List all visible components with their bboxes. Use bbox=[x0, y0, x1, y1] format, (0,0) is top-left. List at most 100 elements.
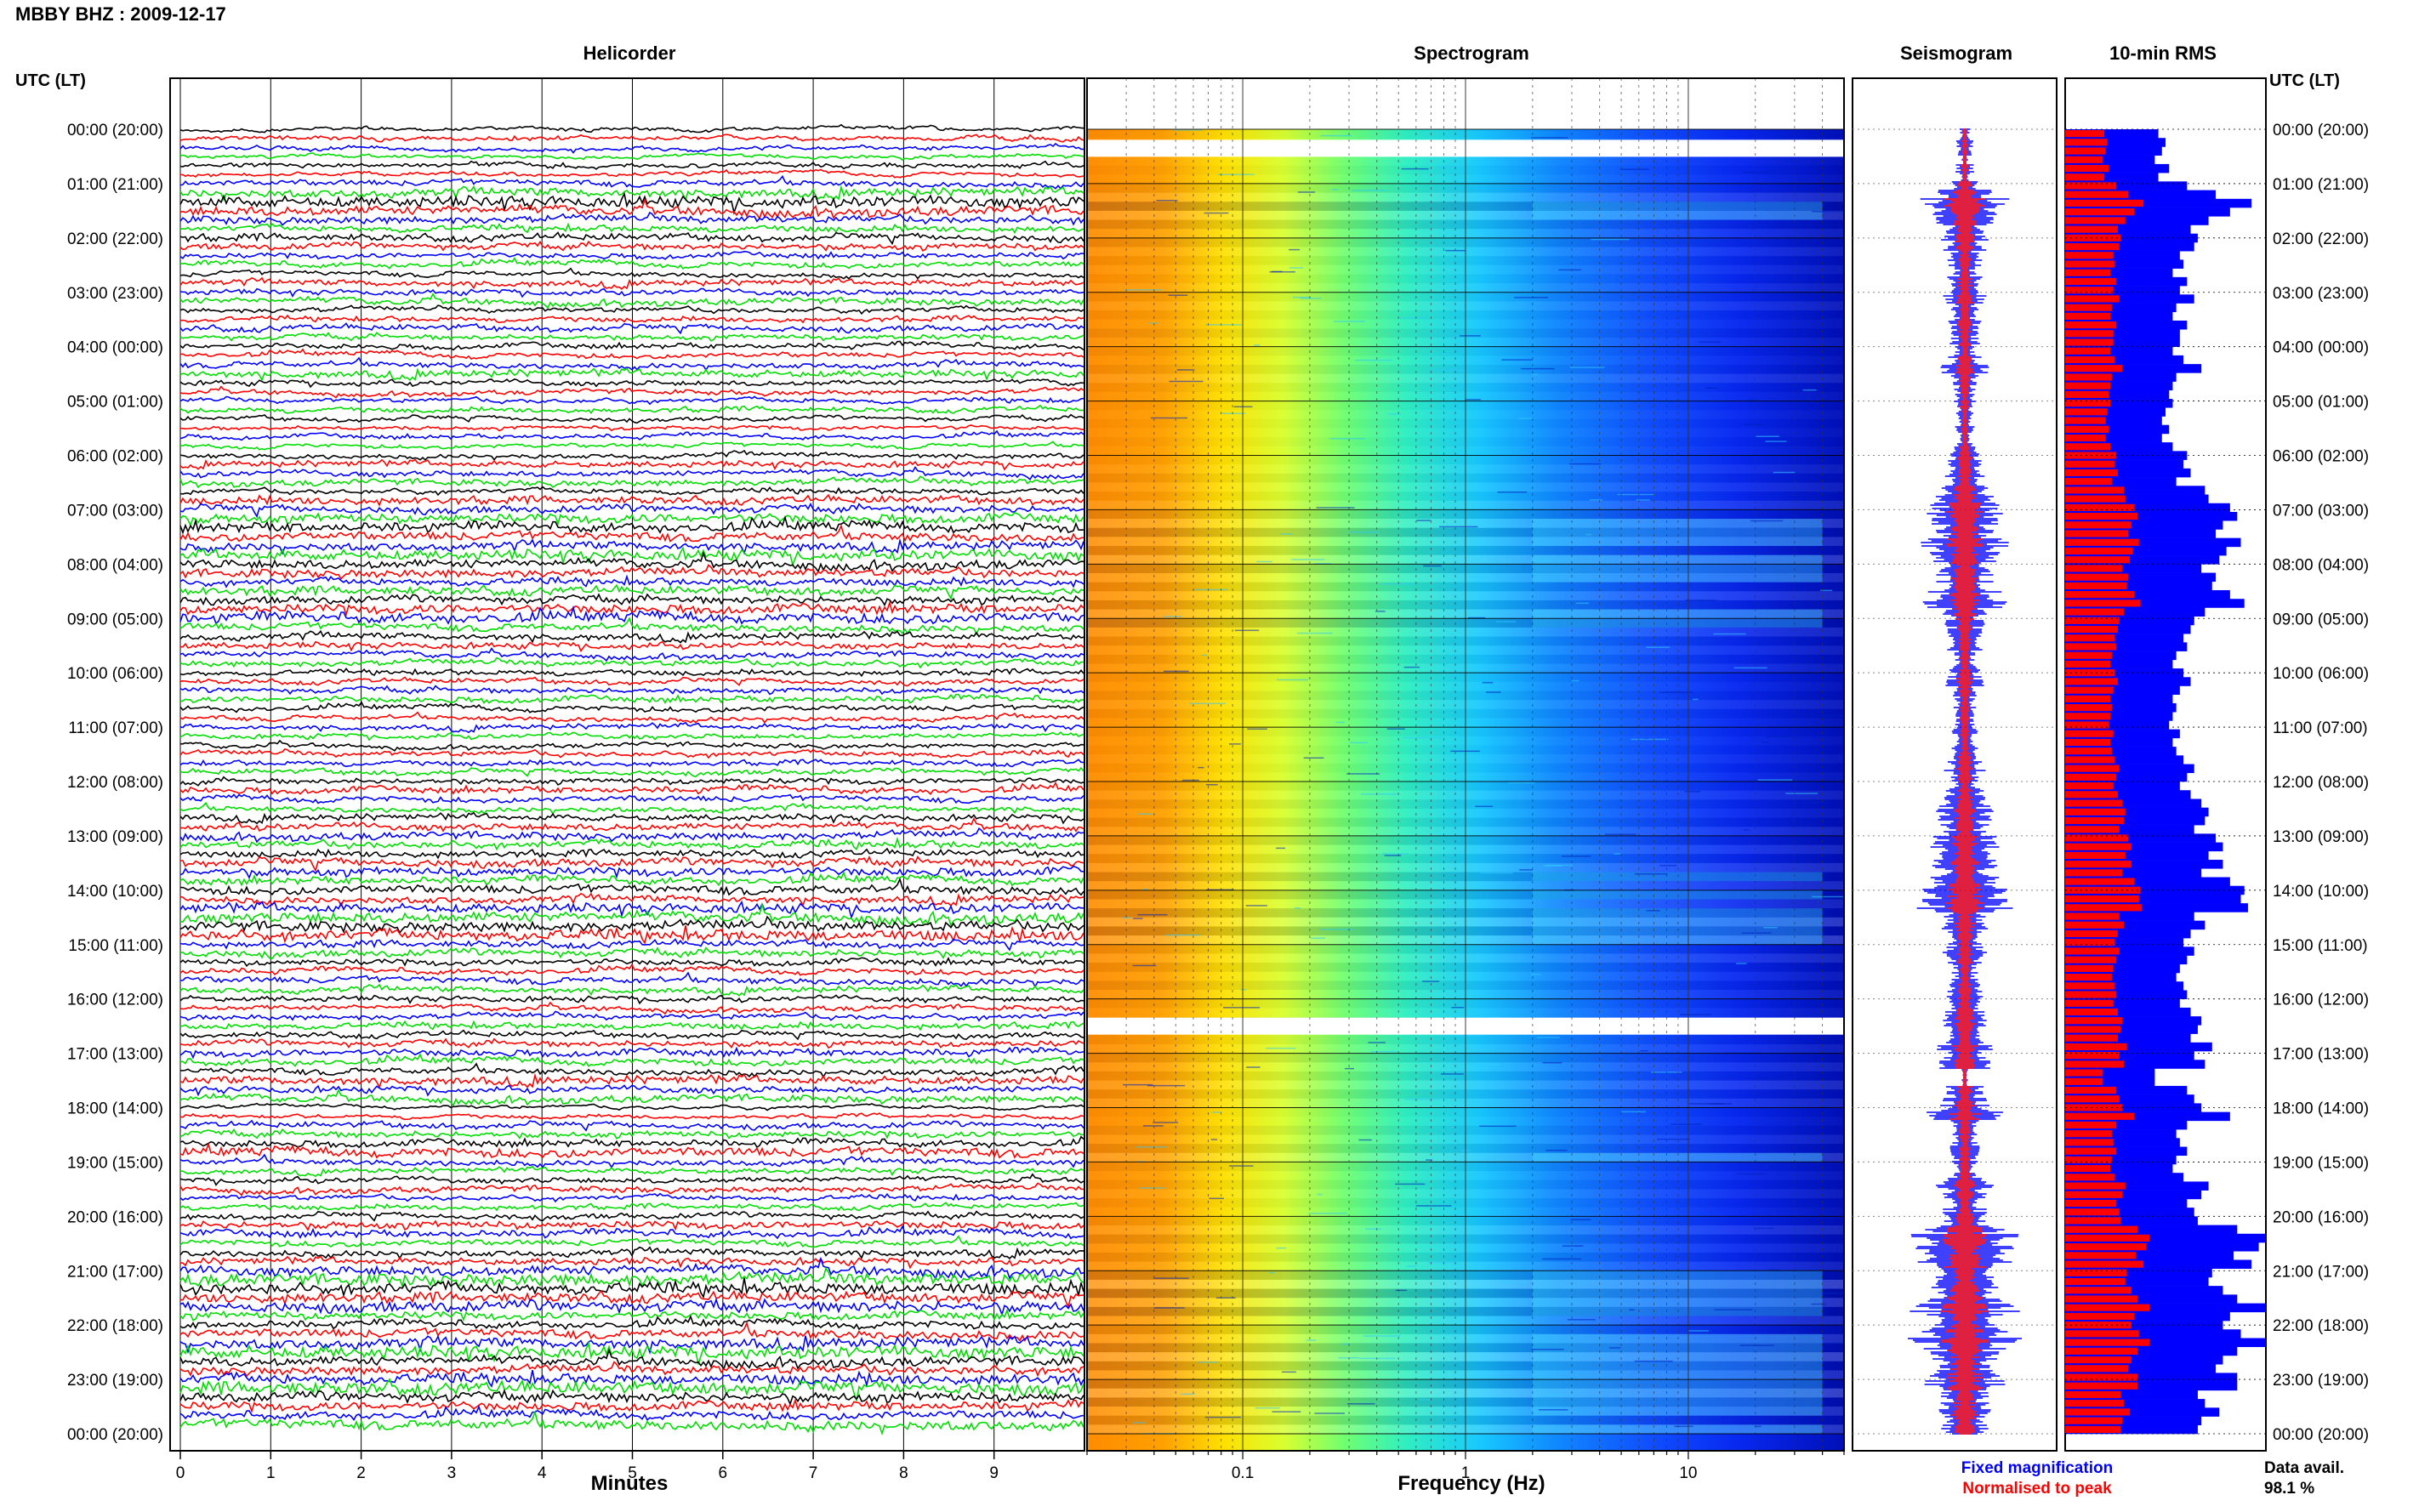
rms-bar-fixed bbox=[2065, 1016, 2202, 1026]
rms-bar-fixed bbox=[2065, 1068, 2155, 1078]
rms-bar-fixed bbox=[2065, 624, 2191, 634]
rms-bar-normalised bbox=[2065, 608, 2125, 616]
rms-bar-fixed bbox=[2065, 1364, 2216, 1373]
rms-bar-normalised bbox=[2065, 1104, 2123, 1111]
rms-bar-normalised bbox=[2065, 703, 2112, 712]
rms-bar-fixed bbox=[2065, 303, 2177, 313]
rms-bar-normalised bbox=[2065, 495, 2126, 503]
rms-bar-fixed bbox=[2065, 860, 2223, 869]
rms-bar-normalised bbox=[2065, 1373, 2137, 1381]
helicorder-trace bbox=[179, 1072, 1084, 1089]
helicorder-trace bbox=[179, 1289, 1084, 1310]
rms-bar-fixed bbox=[2065, 416, 2162, 426]
rms-bar-fixed bbox=[2065, 546, 2227, 556]
helicorder-trace bbox=[179, 240, 1084, 252]
rms-bar-normalised bbox=[2065, 1217, 2121, 1225]
rms-bar-normalised bbox=[2065, 738, 2111, 747]
rms-bar-normalised bbox=[2065, 277, 2117, 286]
time-label-left: 10:00 (06:00) bbox=[67, 665, 163, 683]
time-label-left: 02:00 (22:00) bbox=[67, 230, 163, 248]
rms-bar-normalised bbox=[2065, 625, 2118, 634]
rms-bar-fixed bbox=[2065, 998, 2180, 1009]
helicorder-trace bbox=[179, 1378, 1084, 1401]
rms-bar-fixed bbox=[2065, 225, 2191, 235]
helicorder-trace bbox=[179, 1202, 1084, 1212]
helicorder-trace bbox=[179, 441, 1084, 451]
rms-bar-fixed bbox=[2065, 920, 2206, 930]
rms-bar-normalised bbox=[2065, 182, 2117, 190]
helicorder-trace bbox=[179, 781, 1084, 796]
helicorder-trace bbox=[179, 1340, 1084, 1365]
rms-bar-fixed bbox=[2065, 607, 2206, 617]
rms-bar-fixed bbox=[2065, 651, 2177, 661]
helicorder-trace bbox=[179, 1135, 1084, 1149]
time-label-right: 17:00 (13:00) bbox=[2273, 1046, 2369, 1064]
rms-bar-fixed bbox=[2065, 1303, 2266, 1313]
helicorder-trace bbox=[179, 1128, 1084, 1140]
rms-bar-fixed bbox=[2065, 442, 2173, 452]
rms-bar-fixed bbox=[2065, 1190, 2202, 1200]
rms-bar-normalised bbox=[2065, 425, 2109, 433]
helicorder-trace bbox=[179, 222, 1084, 235]
rms-bar-fixed bbox=[2065, 468, 2191, 478]
rms-bar-normalised bbox=[2065, 373, 2112, 381]
helicorder-trace bbox=[179, 1321, 1084, 1342]
rms-bar-fixed bbox=[2065, 198, 2252, 208]
helicorder-trace bbox=[179, 731, 1084, 742]
rms-bar-fixed bbox=[2065, 1311, 2230, 1322]
rms-bar-normalised bbox=[2065, 1164, 2111, 1173]
rms-bar-fixed bbox=[2065, 816, 2206, 826]
helicorder-trace bbox=[179, 1112, 1084, 1121]
rms-bar-normalised bbox=[2065, 1339, 2150, 1346]
rms-bar-fixed bbox=[2065, 894, 2241, 904]
rms-bar-normalised bbox=[2065, 791, 2118, 799]
rms-bar-normalised bbox=[2065, 678, 2118, 685]
rms-bar-normalised bbox=[2065, 773, 2117, 781]
spectrogram-panel: 0.1 1 10 Frequency (Hz) bbox=[1086, 77, 1845, 1495]
rms-bar-normalised bbox=[2065, 1330, 2139, 1338]
rms-bar-fixed bbox=[2065, 1407, 2220, 1417]
rms-bar-normalised bbox=[2065, 295, 2120, 303]
rms-bar-normalised bbox=[2065, 660, 2111, 668]
rms-title: 10-min RMS bbox=[2109, 43, 2217, 64]
helicorder-trace bbox=[179, 134, 1084, 143]
helicorder-trace bbox=[179, 546, 1084, 568]
rms-bar-fixed bbox=[2065, 929, 2191, 939]
rms-bar-normalised bbox=[2065, 1191, 2123, 1198]
rms-bar-normalised bbox=[2065, 808, 2126, 816]
rms-bar-normalised bbox=[2065, 1060, 2125, 1068]
rms-bar-normalised bbox=[2065, 330, 2114, 338]
rms-bar-normalised bbox=[2065, 538, 2139, 546]
helicorder-trace bbox=[179, 957, 1084, 968]
rms-bar-fixed bbox=[2065, 737, 2173, 747]
helicorder-trace bbox=[179, 564, 1084, 580]
rms-bar-normalised bbox=[2065, 1156, 2112, 1163]
rms-bar-normalised bbox=[2065, 382, 2111, 389]
helicorder-trace bbox=[179, 304, 1084, 315]
rms-bar-fixed bbox=[2065, 346, 2173, 356]
left-time-labels: 00:00 (20:00) 01:00 (21:00) 02:00 (22:00) 0… bbox=[67, 122, 163, 1444]
helicorder-x-tick: 6 bbox=[719, 1464, 728, 1482]
rms-bar-normalised bbox=[2065, 878, 2135, 885]
time-label-left: 01:00 (21:00) bbox=[67, 176, 163, 194]
helicorder-trace bbox=[179, 629, 1084, 644]
rms-bar-fixed bbox=[2065, 668, 2184, 678]
helicorder-trace bbox=[179, 1119, 1084, 1132]
rms-bar-normalised bbox=[2065, 1277, 2126, 1286]
helicorder-trace bbox=[179, 801, 1084, 816]
seismogram-panel: Fixed magnification Normalised to peak bbox=[1852, 77, 2113, 1498]
helicorder-x-tick: 8 bbox=[899, 1464, 908, 1482]
rms-bar-normalised bbox=[2065, 242, 2120, 251]
helicorder-trace bbox=[179, 1297, 1084, 1317]
rms-bar-normalised bbox=[2065, 547, 2133, 555]
helicorder-trace bbox=[179, 466, 1084, 481]
rms-bar-normalised bbox=[2065, 1304, 2150, 1311]
rms-bar-normalised bbox=[2065, 1365, 2129, 1373]
rms-bar-fixed bbox=[2065, 1381, 2238, 1391]
rms-bar-normalised bbox=[2065, 1208, 2120, 1216]
rms-bar-normalised bbox=[2065, 843, 2132, 850]
rms-bar-normalised bbox=[2065, 556, 2131, 564]
rms-bar-normalised bbox=[2065, 947, 2120, 955]
helicorder-trace bbox=[179, 1046, 1084, 1060]
rms-bar-normalised bbox=[2065, 208, 2135, 216]
